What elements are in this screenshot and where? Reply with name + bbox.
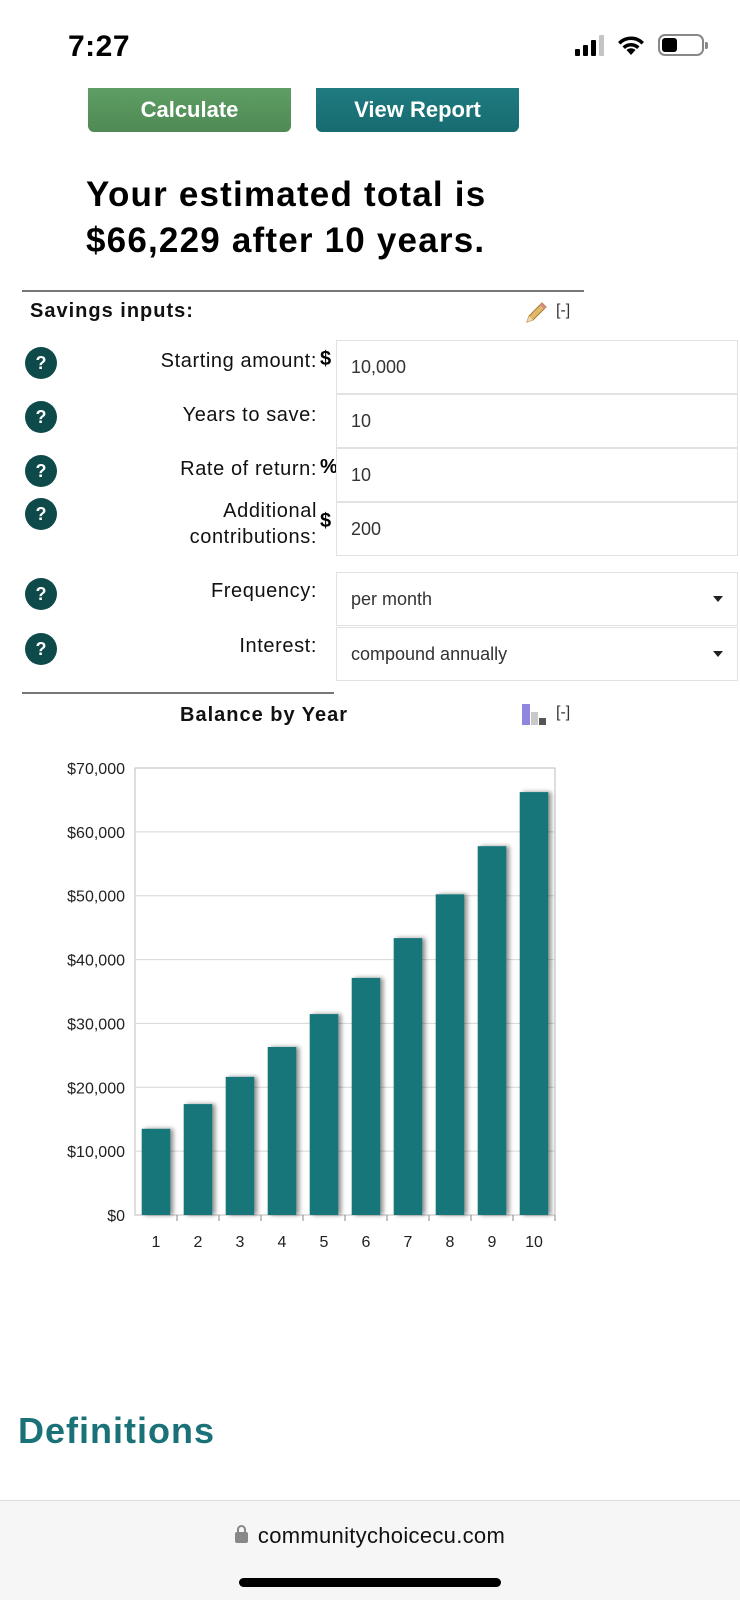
bar <box>225 1076 255 1215</box>
home-indicator[interactable] <box>239 1578 501 1587</box>
status-icons <box>575 34 708 56</box>
bar <box>519 792 549 1215</box>
x-tick-label: 7 <box>404 1234 413 1251</box>
y-tick-label: $20,000 <box>67 1080 125 1097</box>
additional-contributions-label: Additional contributions: <box>190 498 317 550</box>
y-tick-label: $30,000 <box>67 1016 125 1033</box>
interest-value: compound annually <box>351 643 508 664</box>
chevron-down-icon <box>713 596 723 602</box>
x-tick-label: 3 <box>236 1234 245 1251</box>
years-to-save-value: 10 <box>351 410 372 431</box>
help-icon[interactable]: ? <box>25 633 57 665</box>
estimated-total-headline: Your estimated total is $66,229 after 10… <box>86 175 487 260</box>
starting-amount-value: 10,000 <box>351 356 407 377</box>
view-report-button[interactable]: View Report <box>316 88 519 132</box>
starting-amount-label: Starting amount: <box>160 350 317 372</box>
years-to-save-input[interactable]: 10 <box>336 394 738 448</box>
rate-of-return-value: 10 <box>351 464 372 485</box>
cellular-signal-icon <box>575 34 604 56</box>
starting-amount-unit: $ <box>320 348 332 370</box>
additional-label-line1: Additional <box>223 500 317 522</box>
balance-by-year-chart: $0 $10,000 $20,000 $30,000 $40,000 $50,000 $60… <box>67 761 556 1251</box>
status-time: 7:27 <box>68 30 131 63</box>
bar <box>141 1128 171 1215</box>
bar <box>393 938 423 1215</box>
lock-icon <box>234 1525 248 1543</box>
additional-contributions-unit: $ <box>320 510 332 532</box>
battery-icon <box>658 34 708 56</box>
frequency-value: per month <box>351 588 433 609</box>
status-bar: 7:27 <box>0 0 740 90</box>
x-tick-label: 5 <box>320 1234 329 1251</box>
bar <box>267 1046 297 1215</box>
x-tick-label: 8 <box>446 1234 455 1251</box>
savings-inputs-title: Savings inputs: <box>30 300 194 322</box>
inputs-collapse-toggle[interactable]: [-] <box>556 302 571 319</box>
bar <box>477 846 507 1215</box>
x-tick-label: 6 <box>362 1234 371 1251</box>
wifi-icon <box>618 36 644 55</box>
years-to-save-label: Years to save: <box>182 404 317 426</box>
calculate-button[interactable]: Calculate <box>88 88 291 132</box>
pencil-icon[interactable] <box>523 300 549 326</box>
rate-of-return-unit: % <box>320 456 338 478</box>
y-tick-label: $40,000 <box>67 953 125 970</box>
y-tick-label: $50,000 <box>67 889 125 906</box>
y-tick-label: $0 <box>107 1208 125 1225</box>
y-tick-label: $10,000 <box>67 1144 125 1161</box>
y-tick-label: $60,000 <box>67 825 125 842</box>
help-icon[interactable]: ? <box>25 498 57 530</box>
divider <box>22 692 334 694</box>
url-text: communitychoicecu.com <box>257 1523 506 1548</box>
x-tick-label: 2 <box>194 1234 203 1251</box>
bar <box>435 894 465 1215</box>
bar-chart-icon[interactable] <box>520 702 550 726</box>
definitions-heading: Definitions <box>18 1410 215 1451</box>
rate-of-return-label: Rate of return: <box>180 458 317 480</box>
additional-contributions-input[interactable]: 200 <box>336 502 738 556</box>
help-icon[interactable]: ? <box>25 347 57 379</box>
bar <box>351 977 381 1215</box>
additional-label-line2: contributions: <box>189 526 317 548</box>
interest-select[interactable]: compound annually <box>336 627 738 681</box>
x-tick-label: 10 <box>525 1234 543 1251</box>
bar <box>309 1014 339 1215</box>
x-tick-label: 9 <box>488 1234 497 1251</box>
x-tick-label: 4 <box>278 1234 287 1251</box>
help-icon[interactable]: ? <box>25 455 57 487</box>
y-tick-label: $70,000 <box>67 761 125 778</box>
bar <box>183 1104 213 1215</box>
chart-collapse-toggle[interactable]: [-] <box>556 704 571 721</box>
chart-title: Balance by Year <box>180 704 349 726</box>
frequency-select[interactable]: per month <box>336 572 738 626</box>
chevron-down-icon <box>713 651 723 657</box>
starting-amount-input[interactable]: 10,000 <box>336 340 738 394</box>
x-tick-label: 1 <box>152 1234 161 1251</box>
divider <box>22 290 584 292</box>
rate-of-return-input[interactable]: 10 <box>336 448 738 502</box>
frequency-label: Frequency: <box>210 580 317 602</box>
additional-contributions-value: 200 <box>351 518 382 539</box>
help-icon[interactable]: ? <box>25 578 57 610</box>
interest-label: Interest: <box>239 635 317 657</box>
help-icon[interactable]: ? <box>25 401 57 433</box>
